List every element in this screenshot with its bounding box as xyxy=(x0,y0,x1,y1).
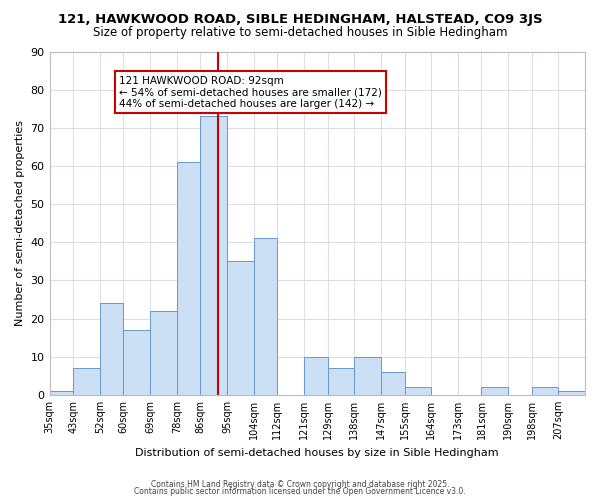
Text: Size of property relative to semi-detached houses in Sible Hedingham: Size of property relative to semi-detach… xyxy=(93,26,507,39)
Bar xyxy=(50,391,73,395)
Text: Contains public sector information licensed under the Open Government Licence v3: Contains public sector information licen… xyxy=(134,487,466,496)
Bar xyxy=(532,388,559,395)
Bar xyxy=(200,116,227,395)
Text: Contains HM Land Registry data © Crown copyright and database right 2025.: Contains HM Land Registry data © Crown c… xyxy=(151,480,449,489)
Bar xyxy=(177,162,200,395)
Bar xyxy=(73,368,100,395)
Bar xyxy=(354,357,381,395)
Text: 121, HAWKWOOD ROAD, SIBLE HEDINGHAM, HALSTEAD, CO9 3JS: 121, HAWKWOOD ROAD, SIBLE HEDINGHAM, HAL… xyxy=(58,12,542,26)
Y-axis label: Number of semi-detached properties: Number of semi-detached properties xyxy=(15,120,25,326)
Text: 121 HAWKWOOD ROAD: 92sqm
← 54% of semi-detached houses are smaller (172)
44% of : 121 HAWKWOOD ROAD: 92sqm ← 54% of semi-d… xyxy=(119,76,382,108)
Bar xyxy=(404,388,431,395)
Bar xyxy=(304,357,328,395)
Bar xyxy=(100,304,124,395)
Bar xyxy=(559,391,585,395)
Bar xyxy=(328,368,354,395)
Bar xyxy=(124,330,150,395)
X-axis label: Distribution of semi-detached houses by size in Sible Hedingham: Distribution of semi-detached houses by … xyxy=(136,448,499,458)
Bar xyxy=(150,311,177,395)
Bar xyxy=(381,372,404,395)
Bar xyxy=(254,238,277,395)
Bar xyxy=(481,388,508,395)
Bar xyxy=(227,262,254,395)
